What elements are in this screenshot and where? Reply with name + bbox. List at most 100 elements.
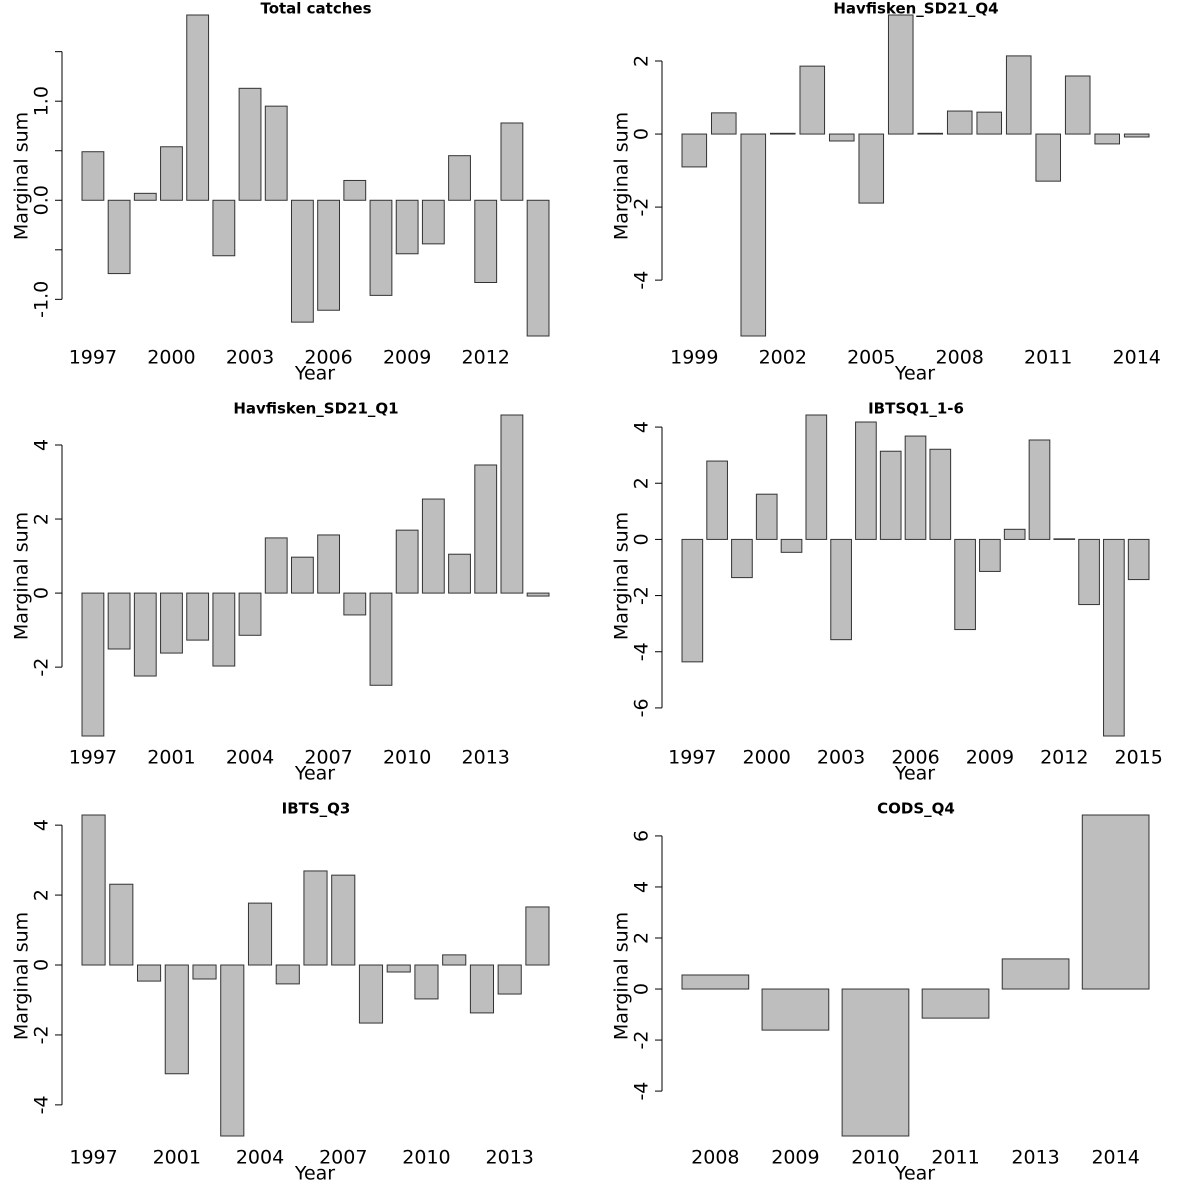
bar	[526, 199, 550, 337]
bar	[474, 464, 498, 594]
y-tick-label: 0	[31, 587, 53, 599]
y-tick-label: -2	[631, 586, 653, 605]
bar	[264, 537, 288, 594]
y-axis-label: Marginal sum	[611, 512, 633, 640]
x-tick-label: 2012	[1040, 747, 1088, 769]
bar	[946, 110, 973, 135]
bar	[525, 906, 550, 966]
bar	[526, 592, 550, 597]
x-tick-label: 2006	[891, 747, 939, 769]
bar	[192, 964, 217, 980]
y-tick-label: 0	[31, 959, 53, 971]
bar	[1053, 538, 1076, 540]
y-tick-label: 1.0	[31, 86, 53, 116]
x-tick-label: 1997	[69, 1147, 117, 1169]
y-tick-label: 4	[31, 819, 53, 831]
bar	[81, 151, 105, 201]
bar	[107, 199, 131, 275]
bar	[238, 87, 262, 201]
bar	[81, 814, 106, 966]
bar	[414, 964, 439, 1000]
bar	[681, 133, 708, 168]
x-tick-label: 2013	[462, 747, 510, 769]
bar	[264, 105, 288, 201]
bar	[929, 448, 952, 540]
bar	[1094, 133, 1121, 145]
x-tick-label: 2014	[1091, 1147, 1139, 1169]
bar	[1103, 538, 1125, 737]
y-tick-label: -6	[631, 698, 653, 717]
x-tick-label: 2007	[319, 1147, 367, 1169]
bar	[317, 199, 341, 311]
bar	[395, 529, 419, 594]
bar	[755, 493, 778, 540]
x-tick-label: 2005	[847, 347, 895, 369]
y-axis-label: Marginal sum	[611, 112, 633, 240]
bar	[500, 122, 524, 201]
bar	[740, 133, 767, 337]
bar	[731, 538, 753, 579]
bar	[212, 199, 236, 257]
bar	[81, 592, 105, 737]
bar	[247, 902, 273, 966]
y-tick-label: 2	[31, 889, 53, 901]
bar	[343, 592, 367, 616]
bar	[186, 592, 210, 641]
bar	[358, 964, 384, 1024]
x-tick-label: 2000	[147, 347, 195, 369]
bar	[921, 988, 990, 1019]
bar	[887, 14, 914, 135]
x-axis-label: Year	[894, 363, 935, 385]
bar	[828, 133, 855, 142]
bar	[303, 870, 328, 966]
y-tick-label: 4	[631, 881, 653, 893]
bar	[136, 964, 162, 982]
bar	[186, 14, 210, 201]
x-tick-label: 2013	[486, 1147, 534, 1169]
bar	[448, 155, 471, 201]
y-tick-label: -2	[631, 1031, 653, 1050]
bar	[395, 199, 419, 255]
bar	[799, 65, 826, 135]
x-tick-label: 1999	[670, 347, 718, 369]
y-tick-label: -4	[631, 642, 653, 661]
y-tick-label: -2	[31, 658, 53, 677]
panel-title: IBTSQ1_1-6	[868, 400, 964, 418]
bar	[448, 553, 471, 594]
bar	[780, 538, 803, 553]
y-tick-label: 2	[631, 477, 653, 489]
panel-title: Havfisken_SD21_Q4	[833, 0, 998, 18]
x-tick-label: 1997	[69, 347, 117, 369]
y-tick-label: 2	[631, 55, 653, 67]
x-tick-label: 2010	[402, 1147, 450, 1169]
bar	[331, 874, 356, 966]
bar	[160, 592, 183, 654]
bar	[469, 964, 495, 1014]
x-tick-label: 2011	[931, 1147, 979, 1169]
x-tick-label: 2012	[462, 347, 510, 369]
y-axis-label: Marginal sum	[611, 912, 633, 1040]
y-tick-label: -2	[631, 198, 653, 217]
y-axis-label: Marginal sum	[11, 112, 33, 240]
bar	[1028, 439, 1051, 540]
x-tick-label: 2004	[236, 1147, 284, 1169]
bar	[497, 964, 522, 995]
panel-title: Havfisken_SD21_Q1	[233, 400, 398, 418]
bar	[160, 146, 183, 201]
x-axis-label: Year	[894, 1163, 935, 1185]
bar	[979, 538, 1001, 572]
bar	[805, 414, 828, 540]
y-tick-label: 6	[631, 830, 653, 842]
x-tick-label: 2010	[383, 747, 431, 769]
bar	[830, 538, 852, 641]
x-tick-label: 2003	[817, 747, 865, 769]
x-tick-label: 2003	[226, 347, 274, 369]
x-tick-label: 2000	[743, 747, 791, 769]
bar	[164, 964, 189, 1075]
bar	[1003, 528, 1026, 540]
bar	[238, 592, 262, 636]
x-tick-label: 2011	[1024, 347, 1072, 369]
bar	[474, 199, 498, 284]
panel-title: CODS_Q4	[877, 800, 955, 818]
